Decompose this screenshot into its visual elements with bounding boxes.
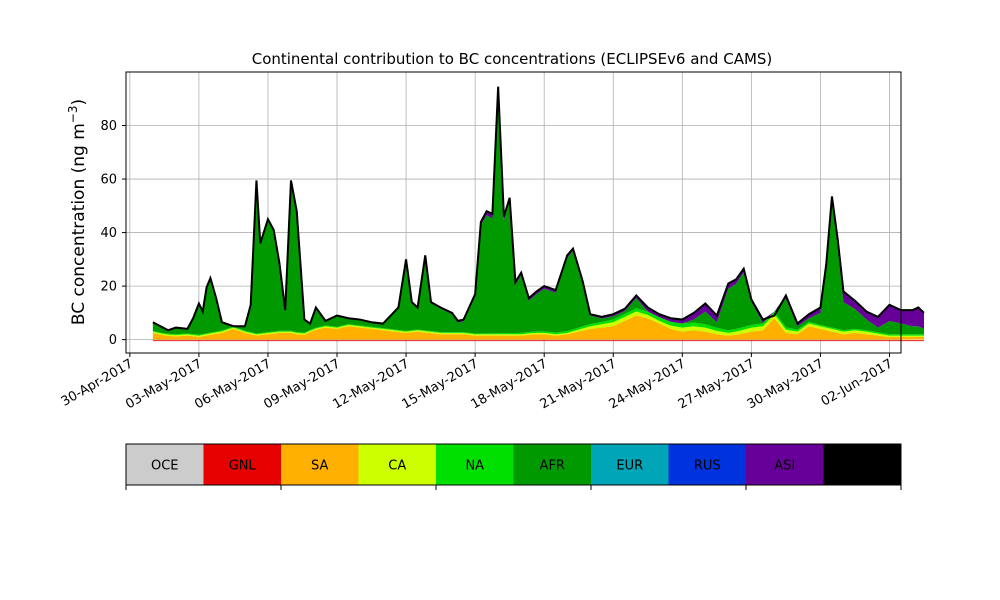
legend-swatch-eur — [591, 444, 669, 485]
legend-label: AFR — [540, 459, 565, 474]
x-tick-label: 02-Jun-2017 — [819, 356, 896, 409]
legend-swatch-sa — [281, 444, 359, 485]
legend-swatch-afr — [513, 444, 591, 485]
legend-swatch-oce — [126, 444, 204, 485]
legend-frame — [125, 443, 902, 486]
legend-label: ASI — [774, 459, 795, 474]
x-tick-label: 18-May-2017 — [469, 356, 551, 412]
x-axis: 30-Apr-201703-May-201706-May-201709-May-… — [59, 353, 896, 412]
legend-label: CA — [388, 459, 406, 474]
y-tick-label: 40 — [100, 226, 117, 241]
legend-label: NA — [465, 459, 484, 474]
plot-frame — [125, 71, 902, 354]
legend-label: AUS — [849, 459, 876, 474]
legend-swatch-gnl — [203, 444, 281, 485]
x-tick-label: 27-May-2017 — [676, 356, 758, 412]
x-tick-label: 12-May-2017 — [330, 356, 412, 412]
x-tick-label: 30-May-2017 — [745, 356, 827, 412]
y-tick-label: 80 — [100, 119, 117, 134]
y-tick-label: 60 — [100, 173, 117, 188]
legend-label: RUS — [694, 459, 721, 474]
y-axis-label: BC concentration (ng m−3) — [66, 99, 89, 325]
legend-swatch-aus — [823, 444, 901, 485]
legend-colorbar: OCE GNL SA CA NA AFR EUR RUS ASI AUS — [125, 443, 902, 490]
legend-swatch-ca — [358, 444, 436, 485]
area-afr — [152, 92, 925, 335]
chart-title: Continental contribution to BC concentra… — [252, 50, 773, 68]
y-tick-label: 20 — [100, 280, 117, 295]
plot-area: 30-Apr-201703-May-201706-May-201709-May-… — [59, 71, 925, 412]
area-sa — [152, 315, 925, 340]
x-tick-label: 21-May-2017 — [538, 356, 620, 412]
legend-label: OCE — [151, 459, 179, 474]
y-tick-label: 0 — [109, 333, 117, 348]
stacked-areas — [152, 86, 925, 342]
legend-label: GNL — [229, 459, 257, 474]
x-tick-label: 06-May-2017 — [192, 356, 274, 412]
x-tick-label: 03-May-2017 — [123, 356, 205, 412]
legend-swatch-na — [436, 444, 514, 485]
y-axis: 0 20 40 60 80 — [100, 119, 126, 348]
x-tick-label: 15-May-2017 — [399, 356, 481, 412]
x-tick-label: 24-May-2017 — [607, 356, 689, 412]
legend-swatch-asi — [746, 444, 824, 485]
legend-label: SA — [311, 459, 328, 474]
x-tick-label: 09-May-2017 — [261, 356, 343, 412]
legend-swatch-rus — [668, 444, 746, 485]
legend-label: EUR — [616, 459, 643, 474]
total-outline — [152, 86, 925, 332]
